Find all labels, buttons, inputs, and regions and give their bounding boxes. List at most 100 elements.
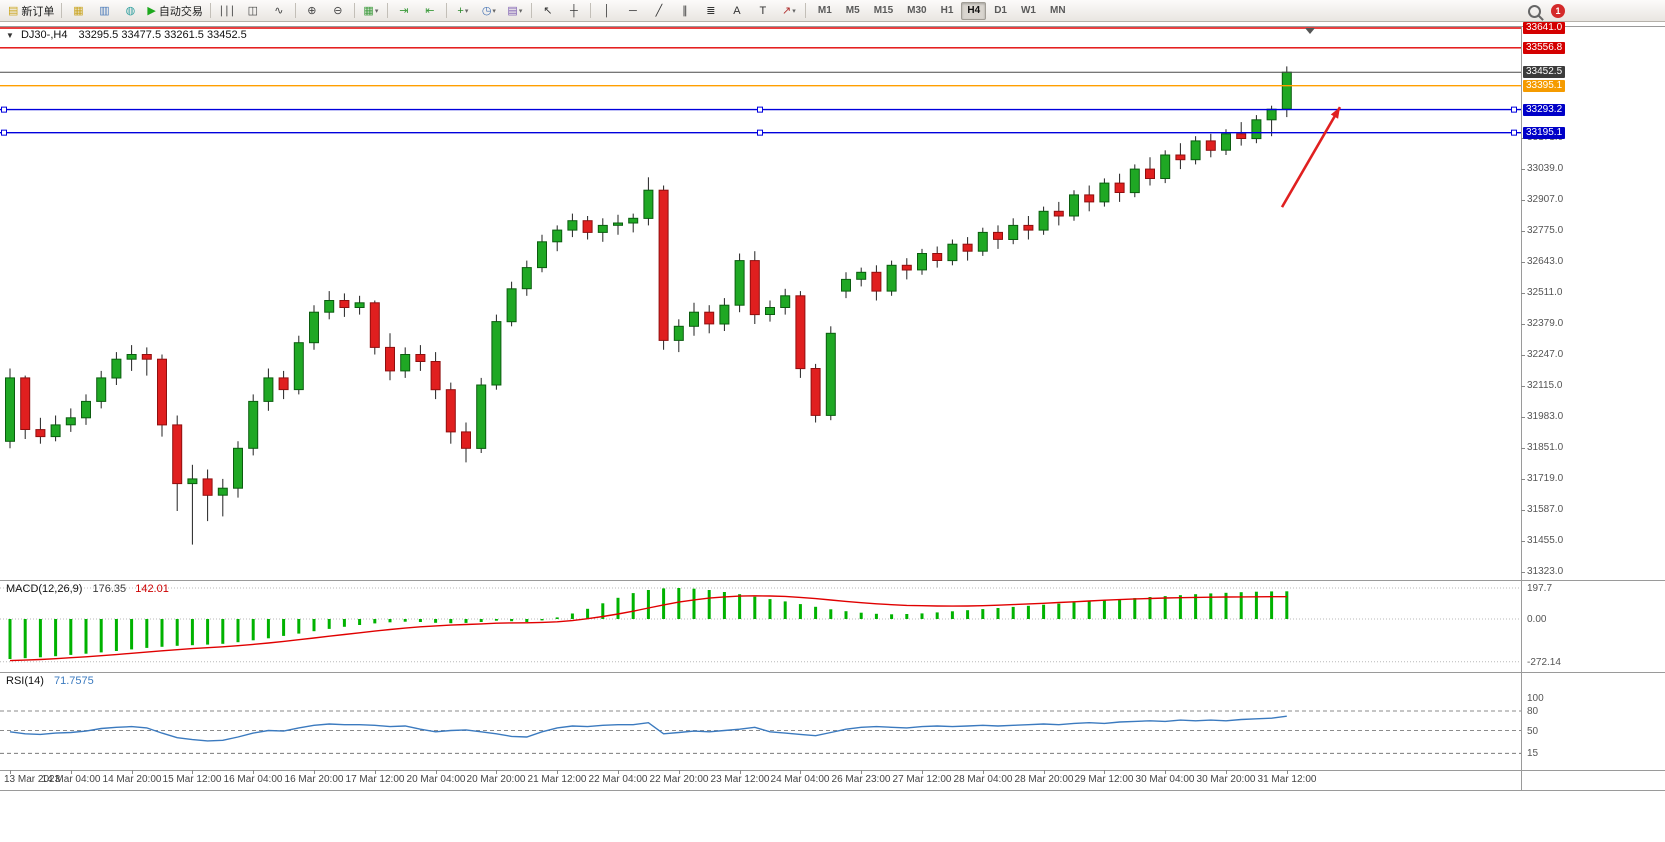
cursor-button[interactable]: ↖ [535,1,561,21]
zoom-out-glyph: ⊖ [333,4,343,17]
zoom-in-button[interactable]: ⊕ [299,1,325,21]
trend-arrow-annotation[interactable] [1280,106,1342,208]
market-watch-icon[interactable]: ▦ [65,1,91,21]
time-axis-label: 22 Mar 04:00 [588,774,648,785]
main-chart-canvas[interactable] [0,27,1521,580]
macd-scale-label: -272.14 [1527,657,1561,668]
templates-glyph: ▤ [507,4,518,17]
timeframe-h1-button[interactable]: H1 [940,4,954,16]
line-chart-button[interactable]: ∿ [266,1,292,21]
horizontal-line-glyph: ─ [628,4,637,17]
time-axis-tick [436,770,437,774]
time-axis-label: 24 Mar 04:00 [770,774,830,785]
toolbar-separator [530,3,532,18]
dropdown-caret-icon: ▾ [492,7,496,15]
trendline-button[interactable]: ╱ [646,1,672,21]
chart-symbol-period: DJ30-,H4 [20,29,68,41]
price-axis-tick [1521,448,1525,449]
zoom-out-button[interactable]: ⊖ [325,1,351,21]
time-axis-label: 31 Mar 12:00 [1257,774,1317,785]
time-axis-tick [1287,770,1288,774]
new-order-button[interactable]: ▤ 新订单 [4,1,58,21]
arrows-button[interactable]: ↗ ▾ [776,1,802,21]
timeframe-w1-button[interactable]: W1 [1020,4,1036,16]
price-axis-label: 32115.0 [1527,380,1563,391]
chart-top-border [0,26,1665,27]
macd-indicator-label: MACD(12,26,9) 176.35 142.01 [6,583,169,595]
macd-scale-label: 0.00 [1527,614,1547,625]
time-axis-tick [679,770,680,774]
text-button[interactable]: A [724,1,750,21]
data-window-icon-glyph: ▥ [99,4,110,17]
crosshair-button[interactable]: ┼ [561,1,587,21]
macd-canvas[interactable] [0,581,1521,672]
toolbar-separator [209,3,211,18]
candles-series [5,66,1292,545]
new-order-label: 新订单 [21,5,55,18]
time-axis-tick [983,770,984,774]
macd-main-value: 176.35 [92,583,127,595]
tile-windows-button[interactable]: ▦ ▾ [358,1,384,21]
hline-33195.1[interactable] [0,129,1521,136]
price-axis-tick [1521,169,1525,170]
time-axis-tick [740,770,741,774]
time-axis-tick [1226,770,1227,774]
time-axis-label: 16 Mar 04:00 [223,774,283,785]
rsi-line [9,715,1287,742]
price-axis-tick [1521,417,1525,418]
label-button[interactable]: T [750,1,776,21]
price-axis-label: 31587.0 [1527,504,1564,515]
notification-badge[interactable]: 1 [1551,4,1565,18]
autotrading-button[interactable]: ▶ 自动交易 [143,1,206,21]
timeframe-d1-button[interactable]: D1 [994,4,1007,16]
templates-button[interactable]: ▤ ▾ [502,1,528,21]
price-tag-33556.8: 33556.8 [1523,42,1566,54]
price-axis-label: 32907.0 [1527,194,1564,205]
periods-button[interactable]: ◷ ▾ [476,1,502,21]
search-icon[interactable] [1528,4,1541,18]
market-watch-icon-glyph: ▦ [73,4,84,17]
price-axis-tick [1521,262,1525,263]
candlestick-chart-button[interactable]: ◫ [240,1,266,21]
data-window-icon[interactable]: ▥ [91,1,117,21]
time-axis-tick [192,770,193,774]
price-axis-label: 33039.0 [1527,163,1564,174]
rsi-panel-splitter[interactable] [0,672,1665,673]
timeframe-toolbar: M1 M5 M15 M30 H1 H4 D1 W1 MN [811,1,1073,20]
chart-collapse-icon[interactable]: ▼ [6,31,14,40]
timeframe-h4-button[interactable]: H4 [961,1,987,20]
navigator-icon-glyph: ◍ [125,4,136,17]
window-bottom-border [0,790,1665,791]
navigator-icon[interactable]: ◍ [117,1,143,21]
chart-shift-button[interactable]: ⇤ [417,1,443,21]
price-axis-tick [1521,231,1525,232]
rsi-canvas[interactable] [0,673,1521,770]
timeframe-mn-button[interactable]: MN [1049,4,1066,16]
fibonacci-button[interactable]: ≣ [698,1,724,21]
time-axis-label: 28 Mar 20:00 [1014,774,1074,785]
price-axis-tick [1521,386,1525,387]
hline-33293.2[interactable] [0,106,1521,113]
timeframe-m1-button[interactable]: M1 [817,4,832,16]
time-axis-tick [10,770,11,774]
time-axis-tick [1165,770,1166,774]
bar-chart-glyph: ∣∣∣ [218,4,236,17]
chart-ohlc-values: 33295.5 33477.5 33261.5 33452.5 [78,29,247,41]
chart-shift-glyph: ⇤ [425,4,435,17]
timeframe-m30-button[interactable]: M30 [907,4,927,16]
bar-chart-button[interactable]: ∣∣∣ [214,1,240,21]
time-axis-label: 14 Mar 20:00 [102,774,162,785]
price-axis-label: 31851.0 [1527,442,1564,453]
auto-scroll-button[interactable]: ⇥ [391,1,417,21]
rsi-scale-label: 15 [1527,748,1539,759]
macd-panel-splitter[interactable] [0,580,1665,581]
channel-button[interactable]: ∥ [672,1,698,21]
price-axis-tick [1521,479,1525,480]
time-axis-label: 30 Mar 04:00 [1135,774,1195,785]
vertical-line-button[interactable]: │ [594,1,620,21]
timeframe-m5-button[interactable]: M5 [845,4,860,16]
timeframe-m15-button[interactable]: M15 [873,4,894,16]
indicators-button[interactable]: + ▾ [450,1,476,21]
time-axis-label: 27 Mar 12:00 [892,774,952,785]
horizontal-line-button[interactable]: ─ [620,1,646,21]
